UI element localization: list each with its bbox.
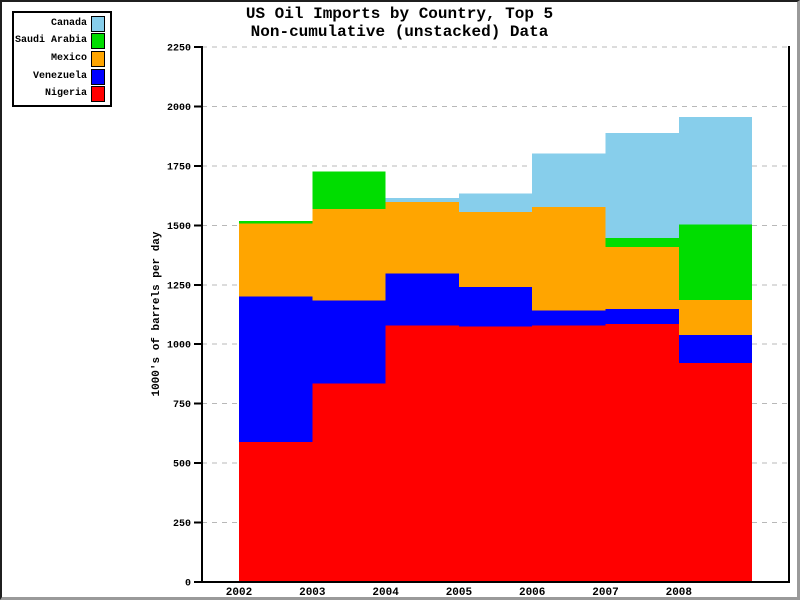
y-tick-label-2000: 2000 bbox=[167, 103, 191, 114]
legend-label-mexico: Mexico bbox=[50, 52, 87, 64]
legend-item-saudi-arabia: Saudi Arabia bbox=[14, 33, 110, 50]
legend-swatch-mexico bbox=[91, 50, 105, 67]
legend-item-venezuela: Venezuela bbox=[14, 68, 110, 85]
legend-swatch-canada bbox=[91, 15, 105, 32]
legend-item-mexico: Mexico bbox=[14, 50, 110, 67]
legend-swatch-nigeria bbox=[91, 86, 105, 103]
y-tick-label-500: 500 bbox=[173, 460, 191, 471]
y-tick-label-750: 750 bbox=[173, 400, 191, 411]
y-axis-title: 1000's of barrels per day bbox=[151, 231, 163, 396]
x-tick-label-2008: 2008 bbox=[666, 587, 693, 597]
y-tick-label-1500: 1500 bbox=[167, 222, 191, 233]
legend-item-nigeria: Nigeria bbox=[14, 86, 110, 103]
legend: Canada Saudi Arabia Mexico Venezuela Nigeria bbox=[12, 11, 112, 107]
legend-swatch-saudi-arabia bbox=[91, 33, 105, 50]
y-tick-label-2250: 2250 bbox=[167, 44, 191, 55]
y-tick-label-1250: 1250 bbox=[167, 281, 191, 292]
legend-item-canada: Canada bbox=[14, 15, 110, 32]
legend-label-nigeria: Nigeria bbox=[44, 88, 87, 100]
y-tick-label-1750: 1750 bbox=[167, 162, 191, 173]
x-tick-label-2002: 2002 bbox=[226, 587, 252, 597]
x-tick-label-2003: 2003 bbox=[299, 587, 326, 597]
legend-label-venezuela: Venezuela bbox=[32, 70, 87, 82]
legend-label-canada: Canada bbox=[50, 17, 87, 29]
y-tick-label-250: 250 bbox=[173, 519, 191, 530]
x-tick-label-2006: 2006 bbox=[519, 587, 545, 597]
legend-swatch-venezuela bbox=[91, 68, 105, 85]
x-tick-label-2007: 2007 bbox=[592, 587, 618, 597]
y-tick-label-0: 0 bbox=[185, 579, 191, 590]
legend-label-saudi-arabia: Saudi Arabia bbox=[14, 35, 87, 47]
y-tick-label-1000: 1000 bbox=[167, 341, 191, 352]
area-nigeria bbox=[239, 324, 753, 582]
chart-title: US Oil Imports by Country, Top 5 bbox=[245, 5, 554, 23]
chart-subtitle: Non-cumulative (unstacked) Data bbox=[250, 23, 549, 41]
x-tick-label-2005: 2005 bbox=[446, 587, 473, 597]
x-tick-label-2004: 2004 bbox=[372, 587, 399, 597]
